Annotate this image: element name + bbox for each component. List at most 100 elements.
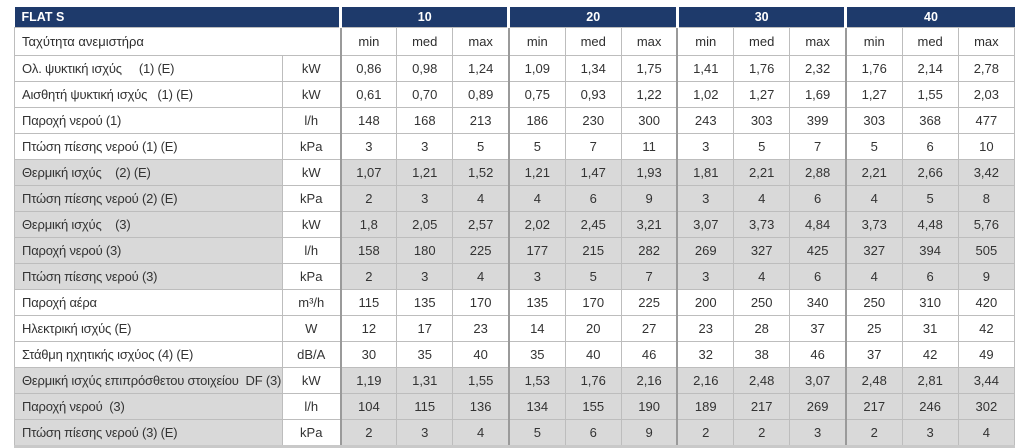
value-cell: 46 [789, 341, 847, 368]
value-cell: 155 [564, 393, 622, 420]
value-cell: 12 [339, 315, 398, 342]
value-cell: 1,52 [452, 159, 510, 186]
row-unit: kW [281, 159, 342, 186]
subheader-max: max [789, 27, 847, 56]
value-cell: 2 [733, 419, 791, 447]
value-cell: 217 [844, 393, 903, 420]
subheader-min: min [339, 27, 398, 56]
product-title: FLAT S [14, 7, 341, 28]
row-label: Στάθμη ηχητικής ισχύος (4) (E) [14, 341, 283, 368]
value-cell: 17 [396, 315, 454, 342]
value-cell: 1,22 [620, 81, 678, 108]
value-cell: 6 [901, 133, 959, 160]
value-cell: 5 [452, 133, 510, 160]
value-cell: 1,02 [676, 81, 735, 108]
row-label: Παροχή αέρα [14, 289, 283, 316]
value-cell: 3 [676, 263, 735, 290]
value-cell: 7 [564, 133, 622, 160]
size-group-header-30: 30 [675, 7, 846, 28]
value-cell: 3 [901, 419, 959, 447]
value-cell: 6 [901, 263, 959, 290]
value-cell: 4 [844, 263, 903, 290]
value-cell: 3,42 [957, 159, 1016, 186]
value-cell: 1,93 [620, 159, 678, 186]
value-cell: 4,84 [789, 211, 847, 238]
value-cell: 170 [452, 289, 510, 316]
value-cell: 3,07 [789, 367, 847, 394]
subheader-max: max [957, 27, 1016, 56]
value-cell: 1,76 [844, 55, 903, 82]
row-label: Αισθητή ψυκτική ισχύς (1) (E) [14, 81, 283, 108]
row-label: Πτώση πίεσης νερού (1) (E) [14, 133, 283, 160]
value-cell: 5 [507, 419, 566, 447]
table-row: Παροχή νερού (3) l/h 104 115 136 134 155 190 189… [14, 393, 1016, 420]
value-cell: 215 [564, 237, 622, 264]
subheader-min: min [844, 27, 903, 56]
row-unit: kPa [281, 185, 342, 212]
value-cell: 115 [396, 393, 454, 420]
value-cell: 2,88 [789, 159, 847, 186]
value-cell: 9 [620, 185, 678, 212]
value-cell: 5 [901, 185, 959, 212]
row-label: Πτώση πίεσης νερού (2) (E) [14, 185, 283, 212]
value-cell: 6 [789, 185, 847, 212]
value-cell: 1,19 [339, 367, 398, 394]
table-row: Πτώση πίεσης νερού (1) (E) kPa 3 3 5 5 7 11 3 5 7 5… [14, 133, 1016, 160]
value-cell: 31 [901, 315, 959, 342]
value-cell: 420 [957, 289, 1016, 316]
row-unit: l/h [281, 237, 342, 264]
value-cell: 2,81 [901, 367, 959, 394]
value-cell: 2 [676, 419, 735, 447]
value-cell: 250 [733, 289, 791, 316]
value-cell: 38 [733, 341, 791, 368]
value-cell: 1,81 [676, 159, 735, 186]
value-cell: 2,21 [844, 159, 903, 186]
value-cell: 180 [396, 237, 454, 264]
row-unit: kPa [281, 133, 342, 160]
value-cell: 42 [957, 315, 1016, 342]
value-cell: 225 [452, 237, 510, 264]
table-row: Στάθμη ηχητικής ισχύος (4) (E) dB/A 30 35 40… [14, 341, 1016, 368]
value-cell: 340 [789, 289, 847, 316]
value-cell: 1,34 [564, 55, 622, 82]
value-cell: 27 [620, 315, 678, 342]
value-cell: 269 [676, 237, 735, 264]
table-row: Ηλεκτρική ισχύς (E) W 12 17 23 14 20 27 23 28 37 25… [14, 315, 1016, 342]
value-cell: 5 [564, 263, 622, 290]
value-cell: 4 [507, 185, 566, 212]
row-unit: W [281, 315, 342, 342]
value-cell: 23 [676, 315, 735, 342]
value-cell: 425 [789, 237, 847, 264]
value-cell: 4 [844, 185, 903, 212]
value-cell: 7 [620, 263, 678, 290]
value-cell: 168 [396, 107, 454, 134]
value-cell: 1,69 [789, 81, 847, 108]
value-cell: 2,57 [452, 211, 510, 238]
value-cell: 3 [676, 133, 735, 160]
value-cell: 200 [676, 289, 735, 316]
subheader-med: med [396, 27, 454, 56]
row-label: Θερμική ισχύς επιπρόσθετου στοιχείου DF … [14, 367, 283, 394]
value-cell: 49 [957, 341, 1016, 368]
value-cell: 5 [844, 133, 903, 160]
value-cell: 177 [507, 237, 566, 264]
value-cell: 14 [507, 315, 566, 342]
value-cell: 2,03 [957, 81, 1016, 108]
subheader-med: med [564, 27, 622, 56]
value-cell: 2,21 [733, 159, 791, 186]
table-row: Παροχή νερού (1) l/h 148 168 213 186 230 300 243… [14, 107, 1016, 134]
value-cell: 6 [789, 263, 847, 290]
value-cell: 190 [620, 393, 678, 420]
value-cell: 302 [957, 393, 1016, 420]
value-cell: 42 [901, 341, 959, 368]
value-cell: 2,16 [620, 367, 678, 394]
value-cell: 269 [789, 393, 847, 420]
value-cell: 2 [844, 419, 903, 447]
subheader-max: max [620, 27, 678, 56]
row-label: Θερμική ισχύς (3) [14, 211, 283, 238]
value-cell: 30 [339, 341, 398, 368]
row-unit: kPa [281, 263, 342, 290]
value-cell: 282 [620, 237, 678, 264]
table-row: Παροχή αέρα m³/h 115 135 170 135 170 225 200 250 3… [14, 289, 1016, 316]
